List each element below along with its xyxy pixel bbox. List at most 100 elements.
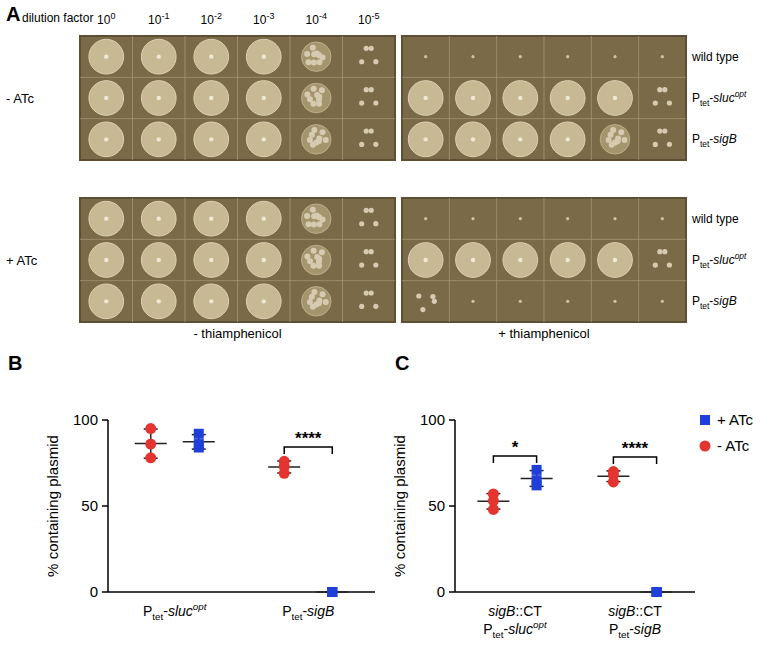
growth-spot [141, 243, 176, 278]
growth-spot [301, 204, 331, 234]
colony [657, 87, 662, 92]
growth-spot [89, 81, 124, 116]
growth-spot [194, 122, 229, 157]
growth-spot [613, 217, 616, 220]
plate-grid [402, 239, 686, 240]
plate [80, 198, 395, 322]
dilution-label: 10-1 [148, 11, 169, 27]
plate-grid [237, 198, 238, 322]
significance-bracket [493, 456, 536, 463]
growth-spot [503, 243, 538, 278]
y-axis-title: % containing plasmid [391, 435, 408, 577]
strain-label: Ptet-sigB [692, 132, 737, 149]
data-group [477, 465, 672, 597]
spot [301, 245, 331, 275]
label-part: wild type [691, 50, 739, 64]
spot [246, 81, 281, 116]
data-point [145, 439, 156, 450]
y-tick [102, 591, 108, 593]
growth-spot [424, 55, 427, 58]
colony [369, 87, 374, 92]
dilution-base: 10 [201, 13, 215, 27]
growth-spot [456, 243, 491, 278]
spot [246, 243, 281, 278]
growth-spot [246, 81, 281, 116]
spot-center [423, 258, 427, 262]
y-tick-label: 100 [73, 411, 98, 428]
plate-grid [185, 198, 186, 322]
plate-grid [402, 280, 686, 281]
x-tick-label: Ptet-slucopt [483, 619, 548, 640]
spot-center [565, 137, 569, 141]
growth-spot [246, 284, 281, 319]
significance-label: * [512, 438, 519, 457]
y-tick [449, 505, 455, 507]
figure: Adilution factor10010-110-210-310-410-5-… [0, 0, 771, 662]
growth-spot [503, 122, 538, 157]
plate-grid [544, 198, 545, 322]
data-point [194, 429, 204, 439]
growth-spot [408, 122, 443, 157]
growth-spot [566, 300, 569, 303]
colony [657, 128, 662, 133]
growth-spot [89, 39, 124, 74]
x-tick-label: sigB::CT [608, 603, 662, 619]
plate-grid [80, 239, 395, 240]
strain-label: Ptet-slucopt [692, 89, 747, 107]
label-part: sigB [713, 294, 736, 308]
inoculum [519, 300, 522, 303]
growth-spot [141, 201, 176, 236]
plate-grid [342, 36, 343, 160]
spot-center [471, 258, 475, 262]
spot-center [471, 96, 475, 100]
colony [364, 208, 369, 213]
growth-spot [141, 81, 176, 116]
colony [364, 128, 369, 133]
plate-grid [290, 198, 291, 322]
significance-bracket [284, 447, 332, 454]
spot [600, 125, 630, 155]
growth-spot [653, 87, 672, 106]
spot [301, 204, 331, 234]
label-part: sluc [713, 91, 734, 105]
growth-spot [503, 81, 538, 116]
plate-grid [80, 280, 395, 281]
spot-center [157, 96, 161, 100]
growth-spot [550, 243, 585, 278]
spot-center [518, 137, 522, 141]
dilution-label: 10-2 [201, 11, 222, 27]
axis-title: dilution factor [22, 11, 93, 25]
y-tick-label: 50 [81, 497, 98, 514]
growth-spot [89, 284, 124, 319]
growth-spot [661, 300, 664, 303]
colony [364, 290, 369, 295]
spot-center [157, 216, 161, 220]
spot-center [209, 258, 213, 262]
plate-background [402, 36, 686, 160]
spot [408, 122, 443, 157]
colony [359, 304, 364, 309]
growth-spot [566, 217, 569, 220]
panel-label: C [395, 352, 409, 374]
spot [456, 81, 491, 116]
colony [304, 213, 310, 219]
colony [608, 132, 614, 138]
colony [320, 291, 326, 297]
spot [503, 81, 538, 116]
spot [194, 284, 229, 319]
growth-spot [246, 201, 281, 236]
colony [317, 221, 323, 227]
colony [369, 128, 374, 133]
plate [80, 36, 395, 160]
inoculum [613, 300, 616, 303]
colony [323, 137, 329, 143]
spot [301, 83, 331, 113]
label-part: P [609, 621, 618, 637]
data-point [279, 468, 290, 479]
label-part: :: [635, 603, 643, 619]
growth-spot [194, 284, 229, 319]
colony [309, 294, 315, 300]
data-point [532, 465, 542, 475]
spot-center [104, 216, 108, 220]
spot [301, 287, 331, 317]
